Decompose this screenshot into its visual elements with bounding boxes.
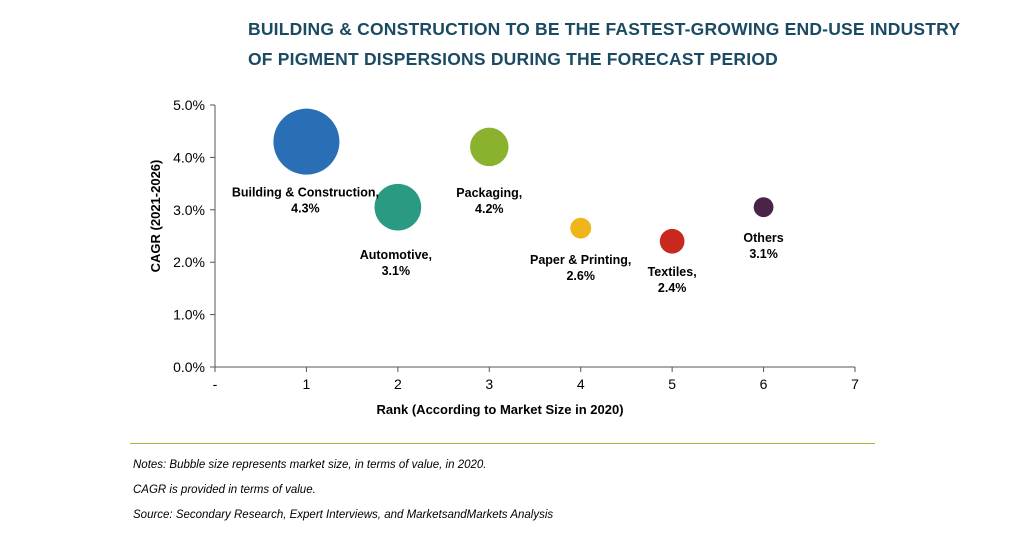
bubble-packaging xyxy=(470,127,509,167)
chart-bubbles xyxy=(273,108,774,254)
x-tick-label: 2 xyxy=(394,376,402,392)
bubble-label-name: Automotive, xyxy=(360,248,432,262)
y-tick-label: 5.0% xyxy=(173,97,205,113)
x-axis-title: Rank (According to Market Size in 2020) xyxy=(376,402,623,417)
x-tick-label: 7 xyxy=(851,376,859,392)
y-tick-label: 4.0% xyxy=(173,149,205,165)
chart-title-line-2: OF PIGMENT DISPERSIONS DURING THE FORECA… xyxy=(248,49,778,69)
bubble-label-value: 3.1% xyxy=(382,264,411,278)
y-tick-label: 0.0% xyxy=(173,359,205,375)
chart-notes: Notes: Bubble size represents market siz… xyxy=(133,458,933,533)
notes-divider xyxy=(130,443,875,444)
bubble-chart: 0.0% 1.0% 2.0% 3.0% 4.0% 5.0% - 1 2 3 4 5 6 7 Rank (Ac… xyxy=(148,97,859,417)
bubble-label-value: 2.4% xyxy=(658,281,687,295)
note-source: Source: Secondary Research, Expert Inter… xyxy=(133,509,554,521)
x-tick-label: 1 xyxy=(303,376,311,392)
x-tick-label: 5 xyxy=(668,376,676,392)
chart-title-line-1: BUILDING & CONSTRUCTION TO BE THE FASTES… xyxy=(248,19,961,39)
bubble-label-name: Building & Construction, xyxy=(232,186,379,200)
y-axis-title: CAGR (2021-2026) xyxy=(148,160,163,273)
chart-title: BUILDING & CONSTRUCTION TO BE THE FASTES… xyxy=(248,14,961,74)
x-tick-label: 6 xyxy=(760,376,768,392)
bubble-paper-printing xyxy=(570,217,592,239)
bubble-label-value: 4.2% xyxy=(475,202,504,216)
note-cagr: CAGR is provided in terms of value. xyxy=(133,484,316,496)
y-tick-label: 1.0% xyxy=(173,307,205,323)
bubble-label-name: Packaging, xyxy=(456,186,522,200)
y-tick-label: 2.0% xyxy=(173,254,205,270)
bubble-label-value: 2.6% xyxy=(566,269,595,283)
bubble-building-construction xyxy=(273,108,340,175)
x-tick-label: - xyxy=(213,376,218,392)
y-tick-label: 3.0% xyxy=(173,202,205,218)
chart-axes: 0.0% 1.0% 2.0% 3.0% 4.0% 5.0% - 1 2 3 4 5 6 7 Rank (Ac… xyxy=(148,97,859,417)
x-tick-label: 4 xyxy=(577,376,585,392)
bubble-textiles xyxy=(659,228,685,254)
bubble-automotive xyxy=(374,183,422,231)
bubble-others xyxy=(753,197,774,218)
x-tick-label: 3 xyxy=(485,376,493,392)
note-bubble-size: Notes: Bubble size represents market siz… xyxy=(133,459,487,471)
bubble-label-value: 4.3% xyxy=(291,202,320,216)
bubble-label-name: Paper & Printing, xyxy=(530,253,631,267)
bubble-label-value: 3.1% xyxy=(749,247,778,261)
chart-bubble-labels: Building & Construction, 4.3% Automotive, 3… xyxy=(232,186,784,296)
bubble-label-name: Textiles, xyxy=(648,265,697,279)
bubble-label-name: Others xyxy=(743,231,783,245)
